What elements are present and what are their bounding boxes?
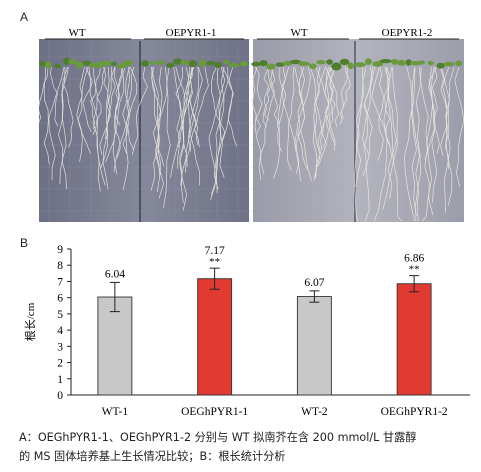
x-tick-label: WT-1: [102, 406, 129, 418]
bar-value-label: 6.86: [404, 253, 424, 265]
bar-value-label: 6.04: [105, 268, 125, 280]
y-tick-label: 7: [57, 276, 63, 288]
x-tick-label: WT-2: [301, 406, 328, 418]
seedling-leaves: [39, 57, 463, 71]
y-tick-label: 6: [57, 293, 63, 305]
bar: [396, 283, 432, 396]
y-tick-label: 5: [57, 309, 63, 321]
y-tick-label: 2: [57, 358, 63, 370]
photo-label-oepyr1-2: OEPYR1-2: [382, 27, 433, 39]
x-tick-label: OEGhPYR1-1: [181, 406, 248, 418]
y-tick-label: 9: [57, 244, 63, 256]
x-tick-label: OEGhPYR1-2: [381, 406, 448, 418]
figure-caption-line-1: A：OEGhPYR1-1、OEGhPYR1-2 分别与 WT 拟南芥在含 200…: [19, 431, 417, 444]
photo-label-wt-2: WT: [290, 27, 307, 39]
panel-b-letter: B: [20, 236, 29, 250]
bar: [97, 296, 133, 396]
panel-a-letter: A: [20, 10, 29, 24]
photo-label-oepyr1-1: OEPYR1-1: [166, 27, 217, 39]
bar-value-label: 7.17: [205, 245, 225, 257]
bar-value-label: 6.07: [304, 277, 324, 289]
figure-caption-line-2: 的 MS 固体培养基上生长情况比较；B：根长统计分析: [19, 450, 286, 463]
root-system: [39, 66, 464, 222]
y-tick-label: 4: [57, 325, 63, 337]
significance-mark: **: [209, 256, 220, 268]
photo-label-wt-1: WT: [68, 27, 85, 39]
y-tick-label: 1: [57, 374, 63, 386]
y-tick-label: 8: [57, 260, 63, 272]
bar: [197, 278, 233, 396]
y-tick-label: 3: [57, 341, 63, 353]
bar: [296, 296, 332, 396]
y-tick-label: 0: [57, 390, 63, 402]
y-axis-label: 根长/cm: [23, 302, 37, 341]
seedling-photo: WT OEPYR1-1 WT OEPYR1-2: [39, 27, 464, 222]
significance-mark: **: [409, 264, 420, 276]
